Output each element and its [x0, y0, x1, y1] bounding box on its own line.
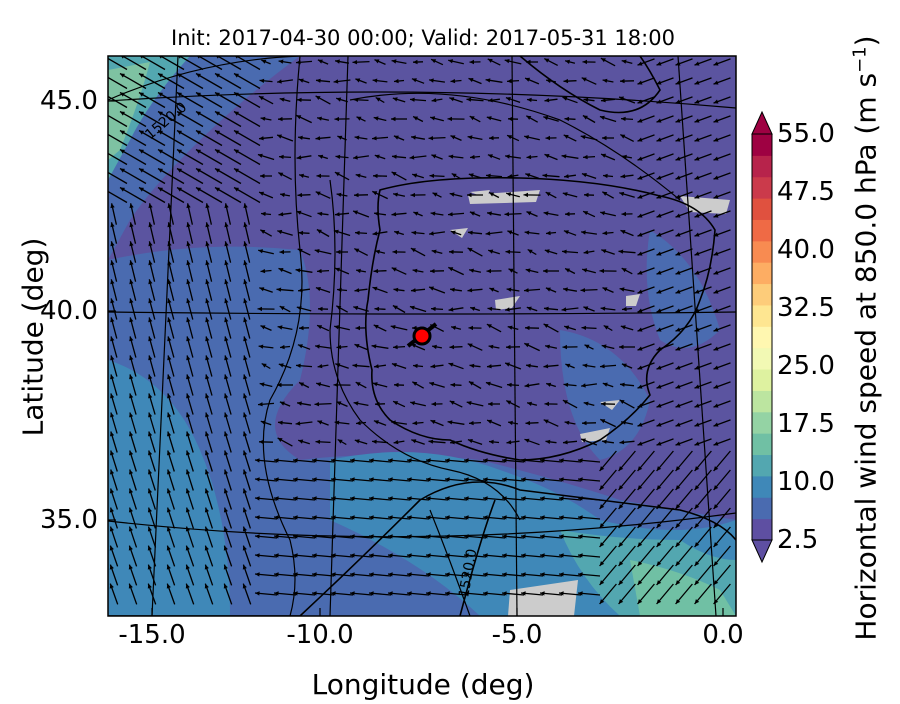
x-axis-label: Longitude (deg)	[312, 668, 535, 701]
colorbar-segment	[752, 155, 772, 177]
colorbar-segment	[752, 455, 772, 477]
map-area: 1520.0 1520.0	[101, 55, 736, 617]
colorbar-segment	[752, 326, 772, 348]
x-tick-label: 0.0	[702, 620, 743, 650]
colorbar-tick-label: 25.0	[777, 351, 835, 381]
colorbar-segment	[752, 348, 772, 370]
colorbar-segment	[752, 433, 772, 455]
x-tick-label: -10.0	[286, 620, 353, 650]
wind-vector-head	[101, 55, 106, 59]
y-tick-label: 45.0	[40, 86, 98, 116]
y-tick-label: 35.0	[40, 505, 98, 535]
x-tick-label: -15.0	[118, 620, 185, 650]
colorbar-tick-label: 40.0	[777, 235, 835, 265]
colorbar-segment	[752, 198, 772, 220]
colorbar-segment	[752, 177, 772, 199]
wind-vector-head	[101, 74, 106, 78]
colorbar-segment	[752, 390, 772, 412]
colorbar-segment	[752, 134, 772, 156]
wind-vector-head	[101, 188, 106, 192]
colorbar-segment	[752, 305, 772, 327]
colorbar-segment	[752, 219, 772, 241]
colorbar-tick-label: 2.5	[777, 525, 818, 555]
wind-vector-head	[101, 150, 106, 154]
colorbar-tick-label: 47.5	[777, 177, 835, 207]
colorbar	[752, 112, 772, 562]
wind-vector-head	[101, 93, 106, 97]
colorbar-segment	[752, 369, 772, 391]
wind-vector-head	[101, 169, 106, 173]
x-tick-label: -5.0	[492, 620, 543, 650]
colorbar-tick-label: 55.0	[777, 119, 835, 149]
colorbar-segment	[752, 412, 772, 434]
colorbar-segment	[752, 284, 772, 306]
wind-vector-head	[101, 131, 106, 135]
plot-title: Init: 2017-04-30 00:00; Valid: 2017-05-3…	[108, 26, 738, 50]
colorbar-tick-label: 32.5	[777, 293, 835, 323]
y-axis-label: Latitude (deg)	[17, 238, 50, 437]
colorbar-tick-label: 17.5	[777, 409, 835, 439]
colorbar-segment	[752, 476, 772, 498]
colorbar-extend-min	[752, 540, 772, 562]
colorbar-extend-max	[752, 112, 772, 134]
colorbar-label: Horizontal wind speed at 850.0 hPa (m s−…	[849, 35, 882, 640]
y-tick-label: 40.0	[40, 296, 98, 326]
colorbar-segment	[752, 241, 772, 263]
colorbar-segment	[752, 519, 772, 541]
colorbar-segment	[752, 262, 772, 284]
colorbar-tick-label: 10.0	[777, 467, 835, 497]
location-marker	[414, 328, 430, 344]
colorbar-segment	[752, 497, 772, 519]
wind-vector-head	[101, 112, 106, 116]
